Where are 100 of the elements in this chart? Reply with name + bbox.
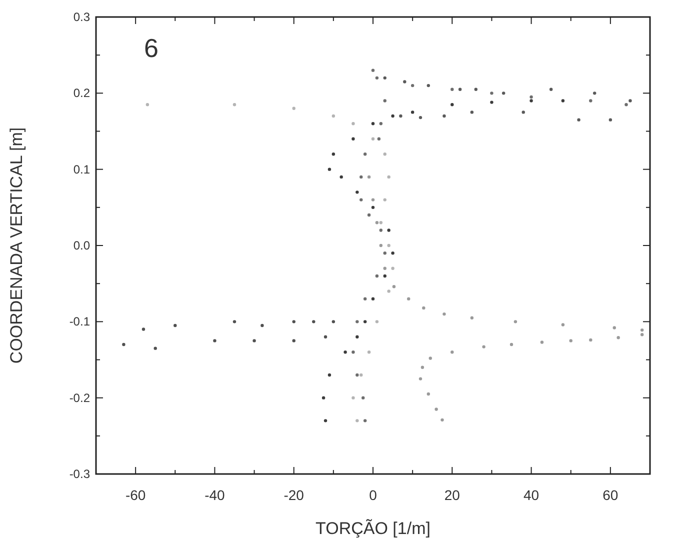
x-tick-label: 0 [369, 487, 378, 503]
point [482, 345, 486, 348]
point [379, 228, 383, 232]
point [387, 175, 390, 179]
point [420, 366, 424, 369]
point [418, 116, 422, 120]
point [442, 312, 446, 316]
point [387, 244, 390, 248]
point [375, 320, 379, 324]
point [363, 320, 367, 324]
point [340, 175, 343, 179]
x-tick-label: -40 [204, 487, 226, 503]
point [391, 266, 394, 270]
point [324, 419, 328, 422]
point [502, 92, 506, 95]
y-tick-label: 0.0 [73, 238, 90, 252]
point [422, 306, 426, 310]
point [360, 198, 363, 202]
point [146, 102, 150, 106]
point [371, 198, 375, 202]
point [328, 373, 332, 377]
point [593, 92, 596, 95]
point [410, 84, 414, 88]
point [640, 333, 644, 336]
point [375, 274, 379, 278]
point [260, 324, 264, 328]
point [458, 88, 462, 91]
point [612, 326, 616, 330]
point [383, 266, 386, 270]
point [589, 99, 592, 102]
point [352, 122, 355, 126]
point [450, 88, 454, 91]
point [383, 252, 386, 255]
point [324, 335, 328, 338]
point [514, 320, 518, 324]
point [292, 106, 296, 110]
point [474, 88, 478, 91]
point [367, 350, 371, 354]
point [352, 350, 355, 354]
point [363, 297, 367, 300]
point [213, 339, 216, 342]
point [442, 114, 446, 118]
point [383, 99, 386, 102]
point [367, 213, 371, 217]
x-tick-label: 60 [602, 487, 618, 503]
point [252, 339, 256, 342]
point [328, 168, 332, 171]
point [426, 392, 430, 396]
point [387, 290, 390, 293]
point [352, 396, 355, 400]
point [383, 198, 386, 202]
y-tick-label: -0.1 [69, 314, 90, 329]
point [391, 252, 394, 255]
point [383, 76, 386, 80]
point [312, 320, 316, 324]
point [377, 137, 381, 140]
point [356, 320, 359, 324]
point [577, 118, 580, 122]
point [407, 297, 410, 300]
point [232, 320, 236, 324]
point [640, 328, 644, 332]
point [363, 152, 367, 156]
point [292, 320, 296, 324]
point [470, 316, 474, 320]
point [360, 175, 363, 179]
point [232, 102, 236, 106]
point [371, 206, 375, 210]
point [428, 356, 432, 360]
point [426, 84, 430, 88]
point [530, 95, 533, 99]
point [383, 152, 386, 156]
point [569, 339, 572, 342]
point [332, 320, 336, 324]
point [392, 285, 396, 288]
point [540, 340, 544, 344]
point [608, 118, 612, 122]
point [122, 342, 126, 346]
point [375, 221, 379, 224]
point [352, 137, 355, 140]
x-tick-label: -20 [284, 487, 304, 503]
point [375, 76, 379, 80]
point [510, 342, 514, 346]
point [356, 190, 359, 194]
point [434, 408, 438, 411]
point [450, 102, 454, 106]
y-tick-label: -0.3 [69, 467, 90, 481]
point [154, 346, 157, 350]
point [470, 110, 474, 114]
point [371, 137, 375, 140]
point [142, 328, 146, 331]
x-tick-label: 40 [523, 487, 540, 503]
point [363, 419, 367, 422]
point [616, 336, 620, 340]
x-tick-label: -60 [125, 487, 146, 503]
point [624, 102, 628, 106]
point [490, 100, 494, 104]
y-tick-label: -0.2 [69, 390, 90, 405]
y-axis-title: COORDENADA VERTICAL [m] [7, 127, 26, 364]
point [360, 373, 363, 377]
point [322, 396, 326, 400]
